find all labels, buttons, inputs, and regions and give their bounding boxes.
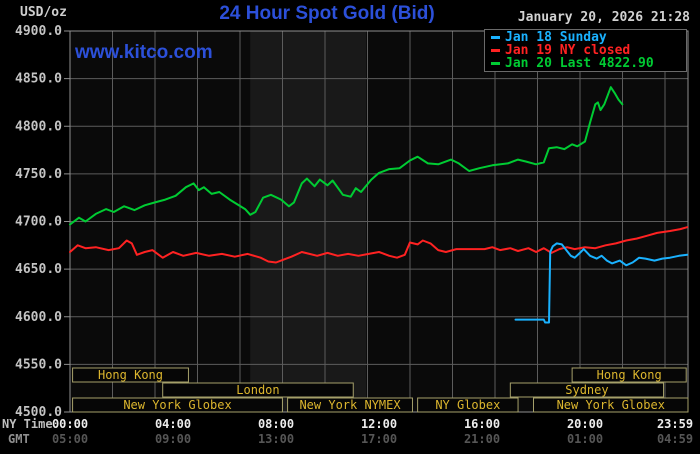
legend-dash-marker [491,62,500,65]
chart-datetime: January 20, 2026 21:28 [517,10,690,25]
session-box [533,397,689,413]
session-box [417,397,519,413]
x-tick-label-gmt: 21:00 [464,432,500,446]
series-line-jan-18-sunday [514,242,689,324]
legend-item-label: Jan 18 Sunday [505,30,607,45]
session-label: New York NYMEX [299,398,401,412]
y-tick-label: 4700.0 [15,215,62,230]
y-tick-label: 4550.0 [15,357,62,372]
session-label: Hong Kong [597,368,662,382]
session-label: London [236,383,279,397]
y-tick-label: 4750.0 [15,167,62,182]
legend-box: Jan 18 Sunday Jan 19 NY closed Jan 20 Last… [484,29,687,72]
session-box [72,397,283,413]
x-tick-label-ny: 08:00 [258,417,294,431]
y-tick-label: 4650.0 [15,262,62,277]
session-label: Hong Kong [98,368,163,382]
x-tick-label-ny: 00:00 [52,417,88,431]
y-tick-label: 4800.0 [15,119,62,134]
y-tick-label: 4500.0 [15,405,62,420]
ny-time-axis-label: NY Time [2,417,53,431]
x-tick-label-gmt: 17:00 [361,432,397,446]
x-tick-label-gmt: 04:59 [657,432,693,446]
session-box [509,382,665,398]
legend-item: Jan 20 Last 4822.90 [489,56,686,71]
legend-dash-marker [491,49,500,52]
session-box [162,382,354,398]
session-label: New York Globex [557,398,665,412]
legend-item: Jan 19 NY closed [489,43,686,58]
session-box [571,367,687,383]
x-tick-label-gmt: 13:00 [258,432,294,446]
session-label: NY Globex [435,398,500,412]
y-axis-units-label: USD/oz [20,5,67,20]
x-tick-label-gmt: 01:00 [567,432,603,446]
session-label: Sydney [565,383,608,397]
gmt-axis-label: GMT [8,432,30,446]
x-tick-label-ny: 20:00 [567,417,603,431]
y-tick-label: 4900.0 [15,24,62,39]
legend-dash-marker [491,36,500,39]
x-tick-label-ny: 16:00 [464,417,500,431]
y-tick-label: 4850.0 [15,72,62,87]
y-tick-label: 4600.0 [15,310,62,325]
legend-item-label: Jan 19 NY closed [505,43,631,58]
series-line-jan-20 [69,86,624,226]
x-tick-label-ny: 23:59 [657,417,693,431]
x-tick-label-gmt: 05:00 [52,432,88,446]
x-tick-label-gmt: 09:00 [155,432,191,446]
x-tick-label-ny: 04:00 [155,417,191,431]
page-title: 24 Hour Spot Gold (Bid) [219,3,435,24]
session-box [72,367,189,383]
kitco-watermark-link[interactable]: www.kitco.com [75,42,213,63]
x-tick-label-ny: 12:00 [361,417,397,431]
legend-item-label: Jan 20 Last 4822.90 [505,56,654,71]
session-box [287,397,413,413]
session-label: New York Globex [123,398,231,412]
series-line-jan-19-ny-closed [69,226,689,264]
legend-item: Jan 18 Sunday [489,30,686,45]
